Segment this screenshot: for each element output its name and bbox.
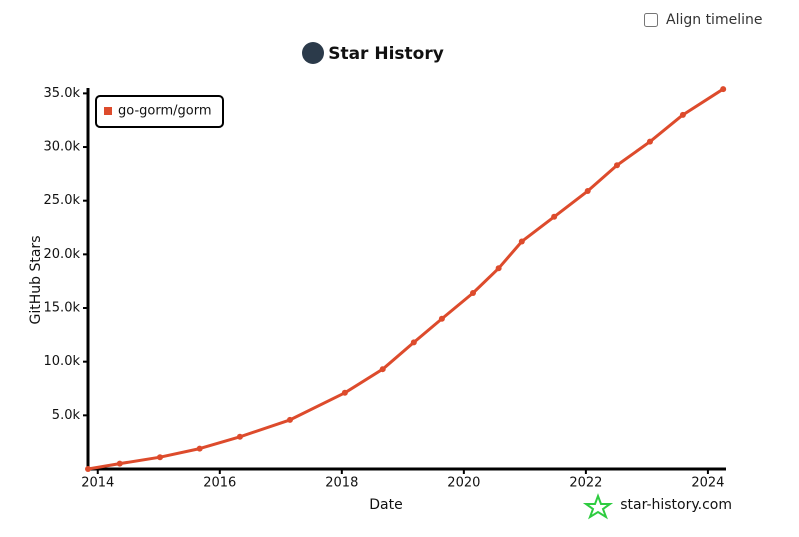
point	[720, 86, 727, 93]
legend-box	[95, 95, 224, 128]
y-tick-label: 10.0k	[44, 354, 81, 369]
point	[646, 138, 653, 145]
point	[551, 213, 558, 220]
x-tick-label: 2024	[691, 476, 724, 491]
x-axis-label: Date	[369, 497, 402, 513]
align-timeline-label: Align timeline	[666, 12, 763, 28]
point	[236, 433, 243, 440]
point	[379, 366, 386, 373]
point	[156, 454, 163, 461]
point	[470, 289, 477, 296]
legend-label: go-gorm/gorm	[118, 104, 212, 119]
watermark: star-history.com	[620, 497, 732, 513]
point	[410, 339, 417, 346]
y-tick-label: 30.0k	[44, 140, 81, 155]
logo	[302, 42, 324, 64]
y-tick-label: 20.0k	[44, 247, 81, 262]
point	[116, 460, 123, 467]
y-axis-label: GitHub Stars	[28, 236, 44, 325]
x-tick-label: 2014	[81, 476, 114, 491]
point	[341, 389, 348, 396]
legend-swatch	[104, 107, 112, 115]
point	[614, 162, 621, 169]
y-tick-label: 15.0k	[44, 301, 81, 316]
point	[438, 315, 445, 322]
point	[584, 188, 591, 195]
y-tick-label: 35.0k	[44, 86, 81, 101]
align-timeline[interactable]: Align timeline	[644, 12, 762, 28]
point	[495, 265, 502, 272]
x-tick-label: 2022	[569, 476, 602, 491]
chart-title: Star History	[328, 44, 444, 64]
point	[518, 238, 525, 245]
point	[286, 416, 293, 423]
watermark-icon	[582, 493, 614, 520]
x-tick-label: 2018	[325, 476, 358, 491]
align-timeline-checkbox[interactable]	[644, 13, 658, 27]
x-tick-label: 2016	[203, 476, 236, 491]
series-line	[87, 87, 724, 471]
point	[196, 445, 203, 452]
point	[679, 111, 686, 118]
x-tick-label: 2020	[447, 476, 480, 491]
y-tick-label: 5.0k	[52, 408, 81, 423]
point	[85, 466, 91, 472]
y-tick-label: 25.0k	[44, 193, 81, 208]
